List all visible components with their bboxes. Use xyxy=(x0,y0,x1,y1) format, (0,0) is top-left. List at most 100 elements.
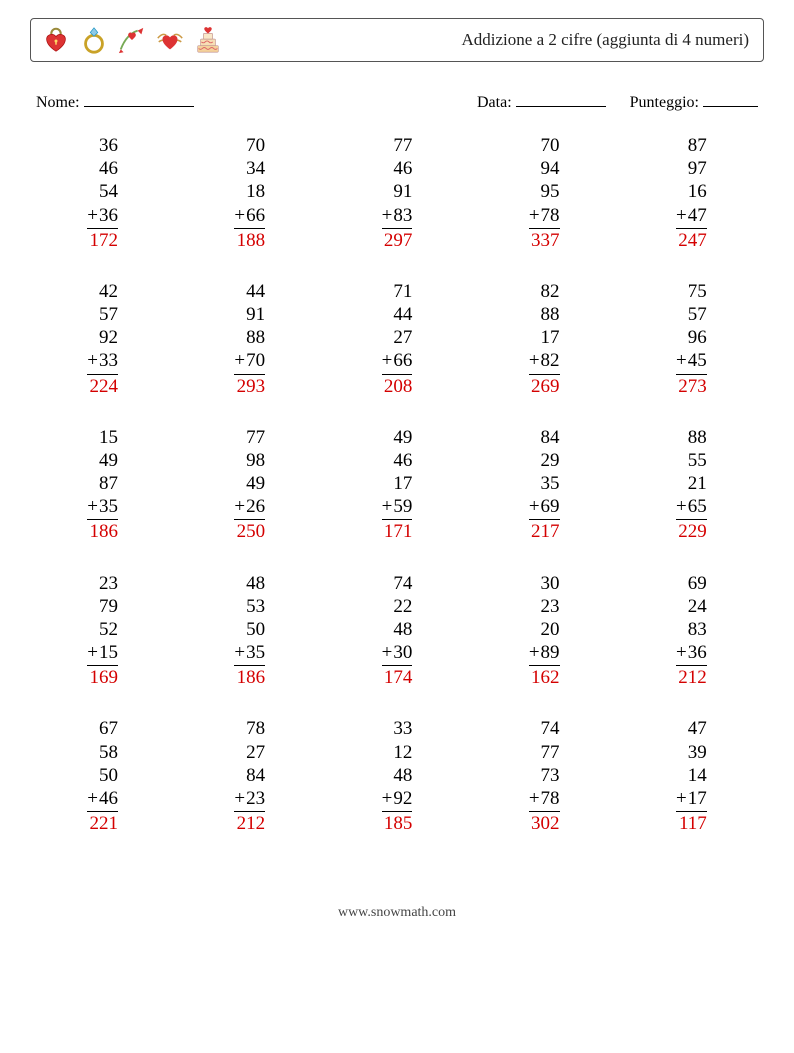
header-box: Addizione a 2 cifre (aggiunta di 4 numer… xyxy=(30,18,764,62)
addend-row: 34 xyxy=(234,157,265,180)
problem-stack: 703418+66 188 xyxy=(234,134,265,252)
addend-row: 17 xyxy=(382,472,413,495)
answer-value: 217 xyxy=(529,520,560,543)
addend-value: 70 xyxy=(246,350,265,371)
problem-stack: 828817+82269 xyxy=(529,280,560,398)
addend-row: 70 xyxy=(234,134,265,157)
addend-value: 66 xyxy=(246,205,265,226)
addend-value: 47 xyxy=(688,205,707,226)
addend-value: 23 xyxy=(246,788,265,809)
name-underline xyxy=(84,90,194,107)
last-addend-row: +47 xyxy=(676,204,707,229)
plus-sign: + xyxy=(529,205,541,226)
plus-sign: + xyxy=(382,350,394,371)
addend-row: 54 xyxy=(87,180,118,203)
last-addend-row: +35 xyxy=(234,641,265,666)
score-underline xyxy=(703,90,758,107)
last-addend-row: +23 xyxy=(234,787,265,812)
answer-value: 273 xyxy=(676,375,707,398)
last-addend-row: +92 xyxy=(382,787,413,812)
addend-row: 82 xyxy=(529,280,560,303)
answer-value: 188 xyxy=(234,229,265,252)
addend-row: 96 xyxy=(676,326,707,349)
addition-problem: 449188+70293 xyxy=(181,280,318,398)
date-field: Data: xyxy=(477,90,606,112)
addend-value: 92 xyxy=(393,788,412,809)
addend-row: 74 xyxy=(382,572,413,595)
addend-row: 20 xyxy=(529,618,560,641)
addend-row: 49 xyxy=(382,426,413,449)
addend-value: 36 xyxy=(99,205,118,226)
last-addend-row: +78 xyxy=(529,787,560,812)
last-addend-row: +30 xyxy=(382,641,413,666)
answer-value: 162 xyxy=(529,666,560,689)
answer-value: 174 xyxy=(382,666,413,689)
addition-problem: 364654+36172 xyxy=(34,134,171,252)
addition-problem: 675850+46221 xyxy=(34,717,171,835)
addend-value: 33 xyxy=(99,350,118,371)
plus-sign: + xyxy=(382,205,394,226)
addend-row: 35 xyxy=(529,472,560,495)
addend-row: 77 xyxy=(529,741,560,764)
addition-problem: 828817+82269 xyxy=(476,280,613,398)
addend-row: 78 xyxy=(234,717,265,740)
addend-row: 48 xyxy=(234,572,265,595)
problem-stack: 494617+59171 xyxy=(382,426,413,544)
problem-stack: 473914+17117 xyxy=(676,717,707,835)
problem-stack: 692483+36212 xyxy=(676,572,707,690)
addend-row: 88 xyxy=(529,303,560,326)
problem-stack: 331248+92185 xyxy=(382,717,413,835)
plus-sign: + xyxy=(529,496,541,517)
addition-problem: 885521+65229 xyxy=(623,426,760,544)
last-addend-row: +78 xyxy=(529,204,560,229)
addend-row: 18 xyxy=(234,180,265,203)
plus-sign: + xyxy=(234,788,246,809)
addend-value: 17 xyxy=(688,788,707,809)
date-underline xyxy=(516,90,606,107)
addend-row: 71 xyxy=(382,280,413,303)
plus-sign: + xyxy=(676,205,688,226)
addend-row: 48 xyxy=(382,764,413,787)
addend-row: 47 xyxy=(676,717,707,740)
addend-row: 23 xyxy=(87,572,118,595)
addend-row: 84 xyxy=(234,764,265,787)
last-addend-row: +35 xyxy=(87,495,118,520)
footer: www.snowmath.com xyxy=(30,905,764,941)
addition-problem: 842935+69217 xyxy=(476,426,613,544)
answer-value: 208 xyxy=(382,375,413,398)
problem-stack: 709495+78337 xyxy=(529,134,560,252)
answer-value: 169 xyxy=(87,666,118,689)
addend-row: 49 xyxy=(234,472,265,495)
addition-problem: 154987+35186 xyxy=(34,426,171,544)
addend-value: 15 xyxy=(99,642,118,663)
problem-stack: 485350+35186 xyxy=(234,572,265,690)
plus-sign: + xyxy=(529,788,541,809)
addend-row: 50 xyxy=(87,764,118,787)
plus-sign: + xyxy=(234,496,246,517)
addend-value: 26 xyxy=(246,496,265,517)
addend-value: 35 xyxy=(99,496,118,517)
plus-sign: + xyxy=(234,205,246,226)
addend-row: 15 xyxy=(87,426,118,449)
answer-value: 171 xyxy=(382,520,413,543)
score-field: Punteggio: xyxy=(630,90,758,112)
worksheet-page: Addizione a 2 cifre (aggiunta di 4 numer… xyxy=(0,0,794,961)
footer-text: www.snowmath.com xyxy=(338,905,456,920)
addend-row: 98 xyxy=(234,449,265,472)
addend-row: 94 xyxy=(529,157,560,180)
addend-value: 35 xyxy=(246,642,265,663)
addition-problem: 473914+17117 xyxy=(623,717,760,835)
addend-value: 69 xyxy=(541,496,560,517)
plus-sign: + xyxy=(87,205,99,226)
problem-stack: 885521+65229 xyxy=(676,426,707,544)
plus-sign: + xyxy=(676,496,688,517)
last-addend-row: +36 xyxy=(676,641,707,666)
addend-row: 23 xyxy=(529,595,560,618)
plus-sign: + xyxy=(676,350,688,371)
last-addend-row: +69 xyxy=(529,495,560,520)
addition-problem: 782784+23212 xyxy=(181,717,318,835)
last-addend-row: +17 xyxy=(676,787,707,812)
addition-problem: 714427+66208 xyxy=(328,280,465,398)
addition-problem: 302320+89162 xyxy=(476,572,613,690)
addition-problem: 755796+45273 xyxy=(623,280,760,398)
